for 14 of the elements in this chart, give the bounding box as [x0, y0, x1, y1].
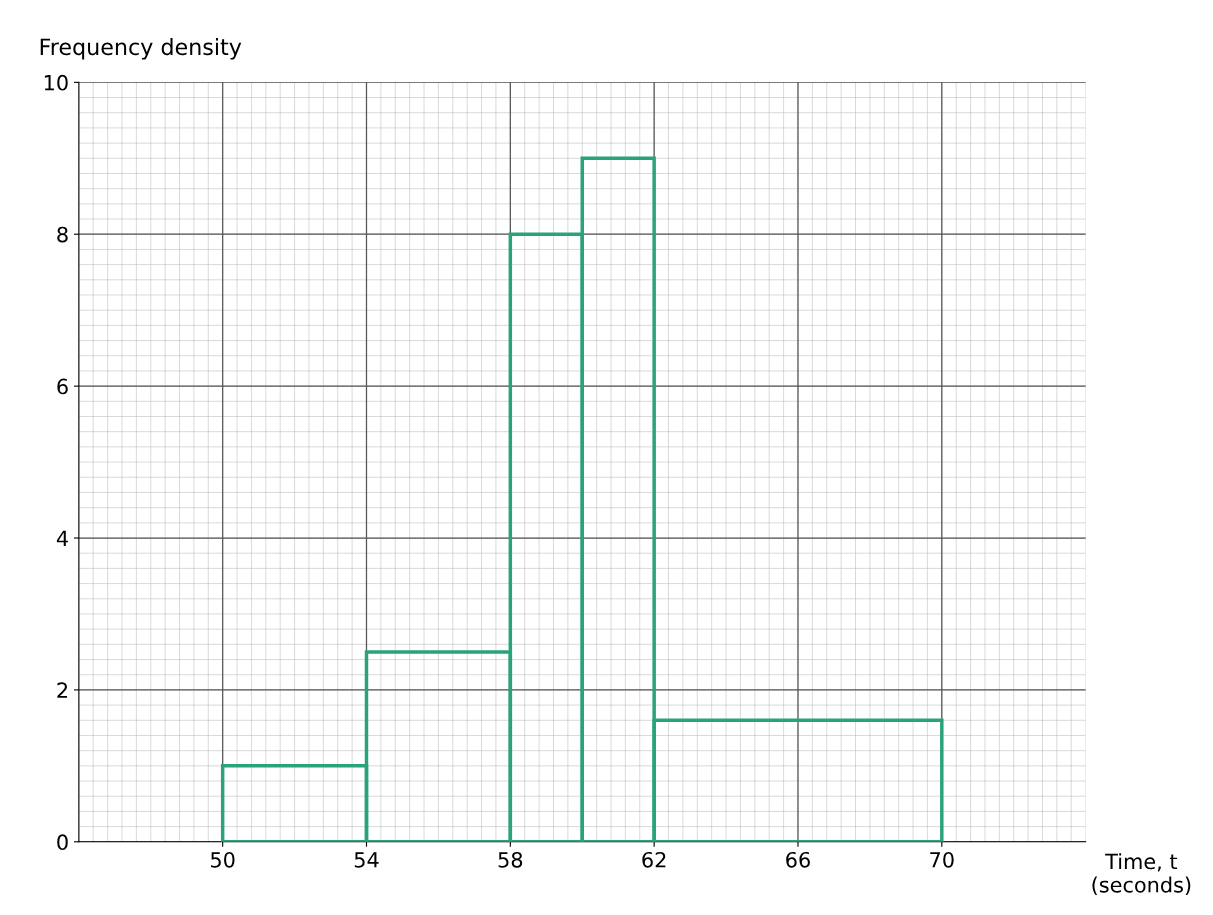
- y-axis-title: Frequency density: [40, 38, 242, 60]
- x-tick-label: 66: [786, 851, 810, 868]
- x-tick-label: 70: [930, 851, 954, 868]
- x-tick-label: 50: [211, 851, 235, 868]
- y-tick-label: 2: [57, 682, 68, 698]
- x-axis-title: Time, t (seconds): [1092, 853, 1191, 896]
- y-tick-label: 0: [57, 834, 68, 851]
- x-tick-label: 58: [498, 851, 523, 868]
- y-tick-label: 4: [56, 530, 68, 546]
- x-tick-label: 62: [642, 851, 666, 868]
- y-tick-label: 8: [57, 226, 68, 243]
- x-tick-label: 54: [354, 852, 379, 868]
- y-tick-label: 6: [57, 378, 68, 395]
- y-tick-label: 10: [44, 74, 68, 91]
